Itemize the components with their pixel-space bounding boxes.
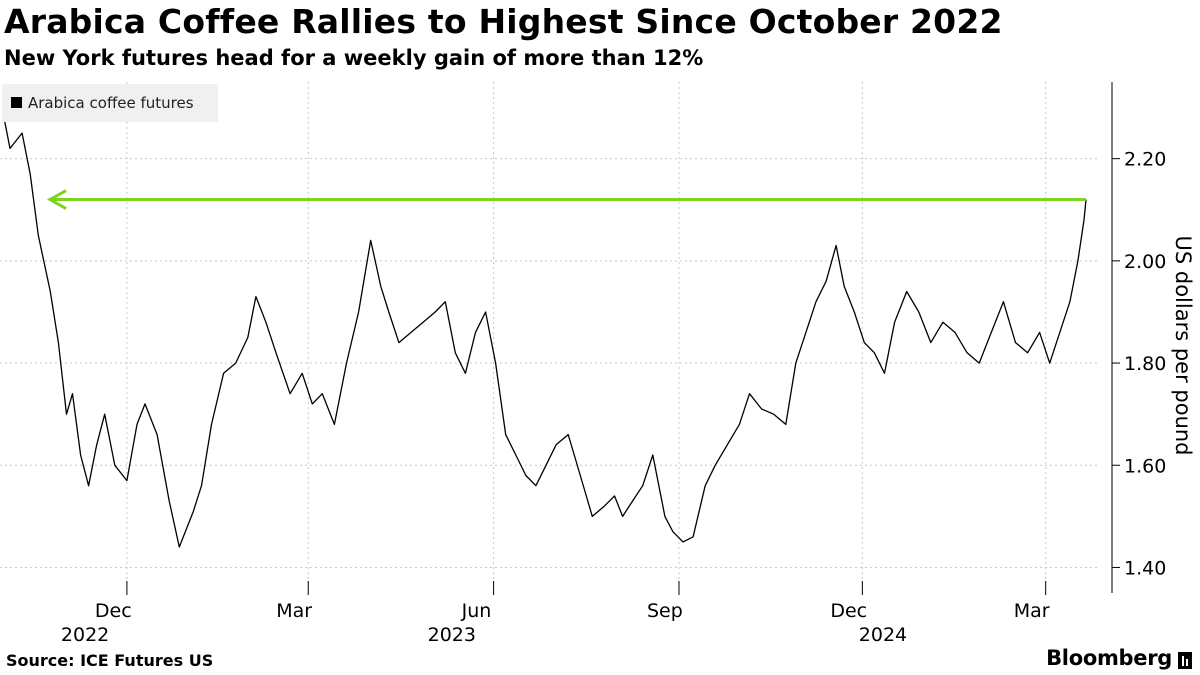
x-tick-label: Mar [1014, 600, 1050, 622]
brand-logo: Bloomberg [1046, 646, 1192, 670]
highlight-arrow-head [46, 189, 67, 210]
x-tick-label: Dec [95, 600, 132, 622]
axes: 1.40 1.60 1.80 2.00 2.20 Dec Mar Jun Sep Dec Mar 20… [61, 82, 1166, 646]
source-note: Source: ICE Futures US [6, 651, 214, 670]
legend-label: Arabica coffee futures [28, 94, 194, 112]
y-tick-label: 1.60 [1124, 455, 1166, 477]
annotation-layer [46, 189, 1086, 210]
x-year-label: 2023 [428, 624, 476, 646]
x-tick-label: Mar [276, 600, 312, 622]
y-tick-label: 2.20 [1124, 149, 1166, 171]
y-tick-label: 1.80 [1124, 353, 1166, 375]
x-tick-label: Jun [461, 600, 492, 622]
chart-title: Arabica Coffee Rallies to Highest Since … [4, 2, 1003, 41]
x-tick-label: Sep [647, 600, 683, 622]
y-tick-label: 2.00 [1124, 251, 1166, 273]
brand-name: Bloomberg [1046, 646, 1172, 670]
brand-badge-icon [1178, 651, 1192, 669]
legend-swatch [11, 97, 22, 108]
series-line-arabica-coffee-futures [3, 117, 1087, 548]
series-layer [3, 117, 1087, 548]
x-tick-label: Dec [830, 600, 867, 622]
legend: Arabica coffee futures [2, 84, 218, 122]
x-year-label: 2022 [61, 624, 109, 646]
chart-subtitle: New York futures head for a weekly gain … [4, 46, 704, 70]
y-axis-label: US dollars per pound [1171, 235, 1195, 455]
gridlines [0, 82, 1098, 593]
x-year-label: 2024 [859, 624, 907, 646]
legend-background [2, 84, 218, 122]
y-tick-label: 1.40 [1124, 557, 1166, 579]
